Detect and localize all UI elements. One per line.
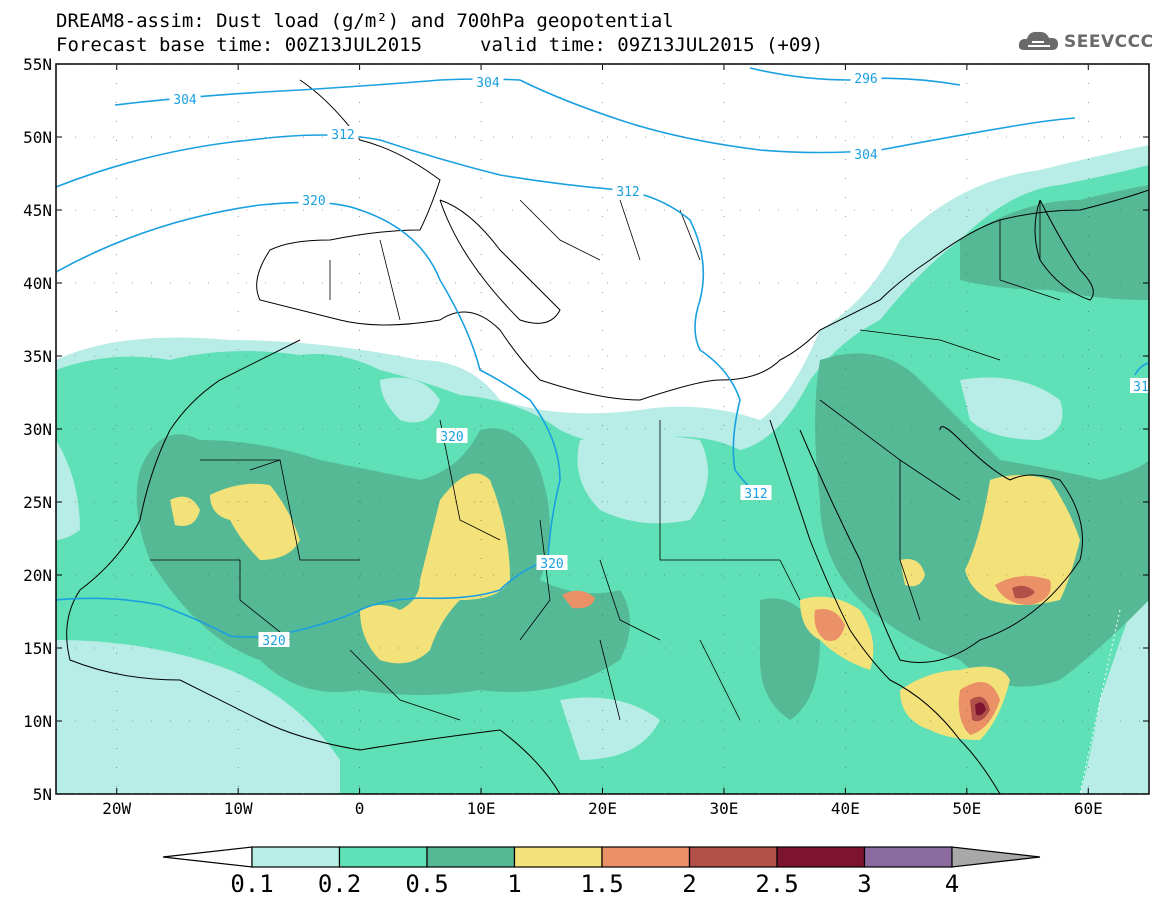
lon-label: 10E [467,799,496,818]
contour-label-bg [258,632,290,647]
contour-labels: 304 304 296 312 312 304 320 320 320 320 312 31 [169,70,1152,649]
colorbar-segment [426,846,516,868]
lat-label: 5N [33,785,52,804]
colorbar-legend: 0.1 0.2 0.5 1 1.5 2 2.5 3 4 [162,846,1041,898]
lat-label: 15N [23,639,52,658]
contour-label: 304 [476,76,500,91]
lat-label: 55N [23,55,52,74]
arabia-coast [799,426,1083,663]
coastlines [66,79,1149,794]
lat-label: 40N [23,274,52,293]
contour-label: 312 [616,185,639,200]
contour-label-bg [169,91,201,106]
colorbar-segment [513,846,603,868]
colorbar-tick-label: 1.5 [580,870,623,898]
dust-area-2 [1012,585,1035,599]
contour-label-bg [850,146,882,161]
lon-label: 30E [709,799,738,818]
contour-320 [56,201,561,638]
colorbar-tick-label: 0.1 [230,870,273,898]
colorbar-segment [776,846,866,868]
contour-label: 312 [744,487,767,502]
lat-label: 25N [23,493,52,512]
europe-coast [256,79,1149,401]
contour-label: 320 [540,557,563,572]
cloud-logo-icon [1018,31,1058,50]
contour-label-bg [612,183,644,198]
contour-label: 320 [262,634,285,649]
dust-load-shading [56,145,1149,794]
contour-304-east [519,79,1076,154]
lat-label: 35N [23,347,52,366]
lon-label: 0 [355,799,365,818]
dust-area-1 [170,496,200,526]
map-title-line1: DREAM8-assim: Dust load (g/m²) and 700hP… [56,10,674,32]
contour-label: 304 [173,93,197,108]
red-sea-coast [769,419,1001,794]
contour-31-edge [1134,362,1149,376]
contour-label-bg [536,555,568,570]
colorbar-segment [338,846,428,868]
colorbar-tick-label: 3 [857,870,871,898]
contour-label: 320 [440,430,463,445]
contour-label: 304 [854,148,878,163]
colorbar-segment [601,846,691,868]
grid-ticks [56,63,1149,795]
contour-label-bg [850,70,882,85]
colorbar-tick-label: 1 [507,870,521,898]
longitude-labels: 20W 10W 0 10E 20E 30E 40E 50E 60E [102,799,1102,818]
lat-label: 30N [23,420,52,439]
colorbar-segment [162,846,253,868]
lon-label: 60E [1074,799,1103,818]
contour-label-bg [298,192,330,207]
contour-296 [749,67,961,86]
logo-text: SEEVCCC [1064,32,1154,52]
latitude-labels: 55N 50N 45N 40N 35N 30N 25N 20N 15N 10N 5N [23,55,52,804]
colorbar-segment [688,846,778,868]
lon-label: 20E [588,799,617,818]
contour-label: 31 [1133,380,1149,395]
lon-label: 40E [831,799,860,818]
contour-label-bg [327,126,359,141]
map-title-base-time: Forecast base time: 00Z13JUL2015 [56,34,423,56]
dust-area-2.5 [975,702,986,716]
lat-label: 50N [23,128,52,147]
italy-coast [439,199,561,324]
colorbar-tick-label: 4 [945,870,959,898]
colorbar-segment [251,846,341,868]
lat-label: 20N [23,566,52,585]
dust-area-1.5 [562,590,595,609]
contour-label: 320 [302,194,325,209]
colorbar-tick-label: 2.5 [755,870,798,898]
map-title-valid-time: valid time: 09Z13JUL2015 (+09) [480,34,824,56]
contour-label-bg [436,428,468,443]
country-borders [150,199,1061,721]
caspian-coast [1034,199,1094,301]
colorbar-segment [951,846,1041,868]
colorbar-tick-label: 0.2 [318,870,361,898]
lon-label: 10W [224,799,253,818]
colorbar-tick-label: 2 [682,870,696,898]
contour-label-bg [1130,378,1152,393]
contour-label: 296 [854,72,877,87]
colorbar-tick-label: 0.5 [405,870,448,898]
lon-label: 50E [952,799,981,818]
contour-label: 312 [331,128,354,143]
lat-label: 45N [23,201,52,220]
contour-label-bg [740,485,772,500]
africa-coast [66,339,561,794]
lon-label: 20W [102,799,131,818]
lat-label: 10N [23,712,52,731]
colorbar-segment [863,846,953,868]
contour-label-bg [472,74,504,89]
